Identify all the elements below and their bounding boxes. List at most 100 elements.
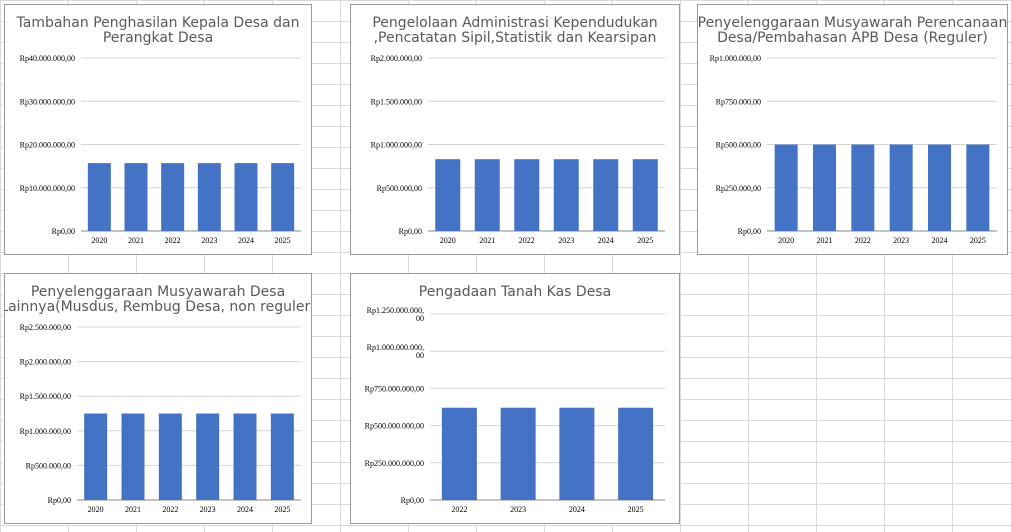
chart-pengadaan-tanah[interactable]: Pengadaan Tanah Kas Desa Rp0,00 Rp250.000.… <box>350 273 680 524</box>
y-tick-label: Rp2.000.000,00 <box>371 54 422 63</box>
y-tick-label: Rp750.000,00 <box>716 97 761 106</box>
chart-title-line: Tambahan Penghasilan Kepala Desa dan <box>16 15 300 31</box>
bar-2020[interactable] <box>435 159 461 231</box>
x-tick-label: 2025 <box>637 236 653 245</box>
y-tick-label: Rp2.500.000,00 <box>20 323 71 332</box>
y-tick-label: Rp250.000,00 <box>716 184 761 193</box>
bar-2022[interactable] <box>161 163 185 231</box>
bar-2023[interactable] <box>197 163 221 231</box>
x-tick-label: 2024 <box>598 236 614 245</box>
x-tick-label: 2023 <box>893 236 909 245</box>
chart-title-line: Desa/Pembahasan APB Desa (Reguler) <box>717 30 988 46</box>
bar-2024[interactable] <box>233 413 257 501</box>
x-tick-label: 2022 <box>162 505 178 514</box>
bar-2024[interactable] <box>928 144 951 232</box>
x-tick-label: 2025 <box>275 236 291 245</box>
x-tick-label: 2025 <box>274 505 290 514</box>
bar-2023[interactable] <box>553 159 579 231</box>
bar-2024[interactable] <box>234 163 258 231</box>
chart-title-line: Perangkat Desa <box>103 30 213 46</box>
chart-musyawarah-perencanaan[interactable]: Penyelenggaraan Musyawarah Perencanaan De… <box>697 4 1008 255</box>
y-tick-label: Rp40.000.000,00 <box>20 54 75 63</box>
x-tick-label: 2023 <box>558 236 574 245</box>
bar-2025[interactable] <box>270 413 294 501</box>
bar-2025[interactable] <box>271 163 295 231</box>
y-tick-label: Rp1.000.000,00 <box>20 427 71 436</box>
bar-2022[interactable] <box>441 407 477 500</box>
x-tick-label: 2021 <box>125 505 141 514</box>
chart-title-line: Penyelenggaraan Musyawarah Perencanaan <box>698 15 1007 31</box>
x-tick-label: 2025 <box>628 505 644 514</box>
bar-2022[interactable] <box>514 159 540 231</box>
bar-2021[interactable] <box>474 159 500 231</box>
x-tick-label: 2023 <box>201 236 217 245</box>
chart-tambahan-penghasilan[interactable]: Tambahan Penghasilan Kepala Desa dan Pera… <box>4 4 312 255</box>
x-tick-label: 2020 <box>440 236 456 245</box>
bar-2023[interactable] <box>889 144 913 232</box>
bar-2024[interactable] <box>559 407 595 500</box>
y-tick-label: Rp2.000.000,00 <box>20 358 71 367</box>
x-tick-label: 2024 <box>237 505 253 514</box>
x-tick-label: 2022 <box>451 505 467 514</box>
bar-2023[interactable] <box>196 413 220 501</box>
y-tick-label: Rp500.000,00 <box>26 461 71 470</box>
y-tick-label: Rp0,00 <box>48 496 71 505</box>
y-tick-label: 00 <box>416 314 424 323</box>
y-tick-label: Rp1.500.000,00 <box>20 392 71 401</box>
x-tick-label: 2021 <box>128 236 144 245</box>
bar-2021[interactable] <box>124 163 148 231</box>
chart-svg: Penyelenggaraan Musyawarah PerencanaanDe… <box>698 15 1007 245</box>
chart-title-line: Pengadaan Tanah Kas Desa <box>419 284 611 300</box>
bar-2020[interactable] <box>774 144 798 232</box>
x-tick-label: 2024 <box>569 505 585 514</box>
x-tick-label: 2024 <box>238 236 254 245</box>
y-tick-label: Rp0,00 <box>401 496 424 505</box>
x-tick-label: 2022 <box>855 236 871 245</box>
bar-2023[interactable] <box>500 407 536 500</box>
bar-2020[interactable] <box>84 413 108 501</box>
y-tick-label: Rp1.000.000,00 <box>371 141 422 150</box>
chart-administrasi-kependudukan[interactable]: Pengelolaan Administrasi Kependudukan ,Pe… <box>350 4 680 255</box>
chart-musyawarah-lainnya[interactable]: Penyelenggaraan Musyawarah Desa Lainnya(M… <box>4 273 312 524</box>
bar-2020[interactable] <box>87 163 111 231</box>
bar-2021[interactable] <box>813 144 836 232</box>
chart-title-line: Penyelenggaraan Musyawarah Desa <box>31 284 285 300</box>
chart-title-line: Pengelolaan Administrasi Kependudukan <box>372 15 657 31</box>
x-tick-label: 2020 <box>88 505 104 514</box>
y-tick-label: Rp0,00 <box>738 227 761 236</box>
x-tick-label: 2023 <box>510 505 526 514</box>
x-tick-label: 2023 <box>200 505 216 514</box>
y-tick-label: Rp1.500.000,00 <box>371 97 422 106</box>
y-tick-label: Rp500.000,00 <box>377 184 422 193</box>
y-tick-label: Rp500.000,00 <box>716 141 761 150</box>
x-tick-label: 2021 <box>817 236 833 245</box>
bar-2025[interactable] <box>966 144 990 232</box>
y-tick-label: Rp0,00 <box>399 227 422 236</box>
x-tick-label: 2020 <box>91 236 107 245</box>
chart-svg: Pengelolaan Administrasi Kependudukan,Pe… <box>371 15 665 245</box>
x-tick-label: 2025 <box>970 236 986 245</box>
chart-title-line: ,Pencatatan Sipil,Statistik dan Kearsipa… <box>374 30 657 46</box>
y-tick-label: Rp500.000.000,00 <box>365 422 424 431</box>
y-tick-label: Rp1.000.000,00 <box>710 54 761 63</box>
bar-2025[interactable] <box>632 159 658 231</box>
y-tick-label: 00 <box>416 351 424 360</box>
bar-2022[interactable] <box>158 413 182 501</box>
chart-svg: Penyelenggaraan Musyawarah DesaLainnya(M… <box>5 284 311 514</box>
chart-svg: Pengadaan Tanah Kas Desa Rp0,00 Rp250.000.… <box>365 284 665 514</box>
x-tick-label: 2020 <box>778 236 794 245</box>
y-tick-label: Rp30.000.000,00 <box>20 97 75 106</box>
y-tick-label: Rp250.000.000,00 <box>365 459 424 468</box>
x-tick-label: 2024 <box>932 236 948 245</box>
chart-svg: Tambahan Penghasilan Kepala Desa danPera… <box>16 15 301 245</box>
bar-2022[interactable] <box>851 144 875 232</box>
x-tick-label: 2022 <box>519 236 535 245</box>
y-tick-label: Rp750.000.000,00 <box>365 384 424 393</box>
y-tick-label: Rp0,00 <box>52 227 75 236</box>
x-tick-label: 2022 <box>165 236 181 245</box>
bar-2024[interactable] <box>593 159 619 231</box>
y-tick-label: Rp10.000.000,00 <box>20 184 75 193</box>
bar-2021[interactable] <box>121 413 145 501</box>
bar-2025[interactable] <box>618 407 654 500</box>
x-tick-label: 2021 <box>479 236 495 245</box>
